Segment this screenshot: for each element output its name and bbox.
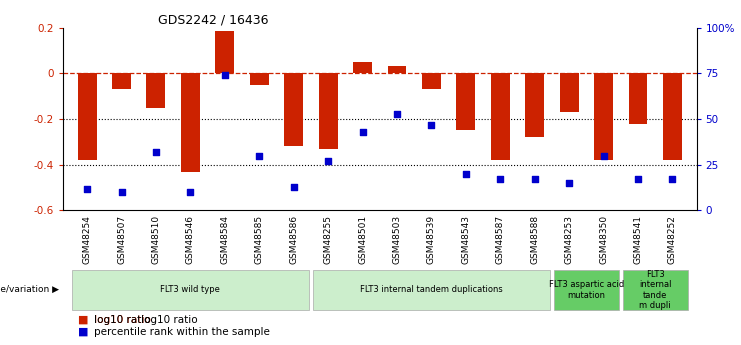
Point	[529, 177, 541, 182]
Bar	[78, 73, 96, 160]
Bar	[456, 73, 475, 130]
Bar	[181, 73, 200, 171]
Text: ■  log10 ratio: ■ log10 ratio	[78, 315, 150, 325]
Bar	[559, 73, 579, 112]
Bar	[525, 73, 544, 137]
Bar	[594, 73, 613, 160]
Bar	[319, 73, 338, 149]
Bar	[422, 73, 441, 89]
Text: percentile rank within the sample: percentile rank within the sample	[94, 327, 270, 337]
Text: FLT3 aspartic acid
mutation: FLT3 aspartic acid mutation	[549, 280, 624, 299]
Point	[632, 177, 644, 182]
Text: genotype/variation ▶: genotype/variation ▶	[0, 285, 59, 294]
Bar	[250, 73, 269, 85]
Text: GDS2242 / 16436: GDS2242 / 16436	[158, 13, 268, 27]
Point	[288, 184, 299, 189]
Point	[494, 177, 506, 182]
Text: log10 ratio: log10 ratio	[141, 315, 197, 325]
Point	[598, 153, 610, 158]
Point	[563, 180, 575, 186]
Point	[82, 186, 93, 191]
Point	[666, 177, 678, 182]
Point	[356, 129, 368, 135]
Bar	[554, 270, 619, 310]
Bar	[313, 270, 551, 310]
Point	[150, 149, 162, 155]
Text: ■: ■	[78, 315, 88, 325]
Text: FLT3 internal tandem duplications: FLT3 internal tandem duplications	[360, 285, 503, 294]
Point	[253, 153, 265, 158]
Point	[425, 122, 437, 127]
Bar	[112, 73, 131, 89]
Point	[322, 158, 334, 164]
Bar	[72, 270, 309, 310]
Bar	[663, 73, 682, 160]
Point	[391, 111, 403, 116]
Point	[185, 189, 196, 195]
Bar	[491, 73, 510, 160]
Bar	[622, 270, 688, 310]
Bar	[388, 67, 407, 73]
Point	[219, 72, 230, 78]
Text: FLT3 wild type: FLT3 wild type	[161, 285, 220, 294]
Bar	[628, 73, 648, 124]
Bar	[353, 62, 372, 73]
Bar	[216, 31, 234, 73]
Text: log10 ratio: log10 ratio	[94, 315, 150, 325]
Bar	[147, 73, 165, 108]
Text: ■: ■	[78, 327, 88, 337]
Point	[460, 171, 472, 177]
Point	[116, 189, 127, 195]
Bar	[285, 73, 303, 146]
Text: FLT3
internal
tande
m dupli: FLT3 internal tande m dupli	[639, 270, 671, 310]
